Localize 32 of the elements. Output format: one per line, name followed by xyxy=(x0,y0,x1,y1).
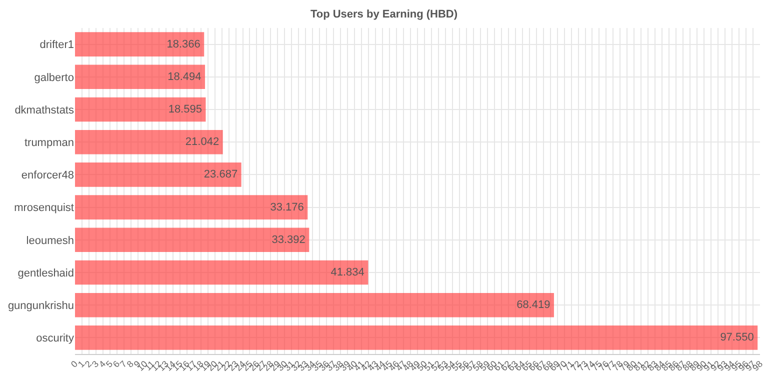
chart-title: Top Users by Earning (HBD) xyxy=(310,8,458,20)
y-tick-label: dkmathstats xyxy=(14,104,74,116)
bar xyxy=(75,162,242,187)
bar xyxy=(75,64,206,90)
data-label: 33.392 xyxy=(272,234,306,246)
y-tick-label: gentleshaid xyxy=(18,267,74,280)
x-tick-label: 3 xyxy=(90,358,101,370)
bar xyxy=(75,260,368,285)
data-label: 23.687 xyxy=(204,168,238,181)
data-label: 18.366 xyxy=(166,38,200,50)
y-tick-label: enforcer48 xyxy=(21,170,74,182)
y-tick-label: trumpman xyxy=(24,136,74,149)
data-label: 18.494 xyxy=(168,70,202,83)
data-label: 97.550 xyxy=(720,332,754,344)
y-tick-label: galberto xyxy=(34,72,74,84)
y-tick-label: leoumesh xyxy=(26,234,74,247)
y-tick-label: mrosenquist xyxy=(14,202,74,214)
data-label: 68.419 xyxy=(516,299,550,312)
bar xyxy=(75,326,758,350)
bar xyxy=(75,228,310,252)
data-label: 41.834 xyxy=(330,266,364,278)
bar xyxy=(75,32,204,56)
y-tick-label: drifter1 xyxy=(40,39,74,52)
bar xyxy=(75,292,554,318)
data-label: 18.595 xyxy=(168,104,202,116)
bar xyxy=(75,97,206,122)
data-label: 33.176 xyxy=(270,201,304,214)
y-tick-label: oscurity xyxy=(36,332,74,345)
bar xyxy=(75,195,308,220)
y-tick-label: gungunkrishu xyxy=(8,300,74,312)
bar xyxy=(75,130,223,154)
data-label: 21.042 xyxy=(185,136,220,148)
